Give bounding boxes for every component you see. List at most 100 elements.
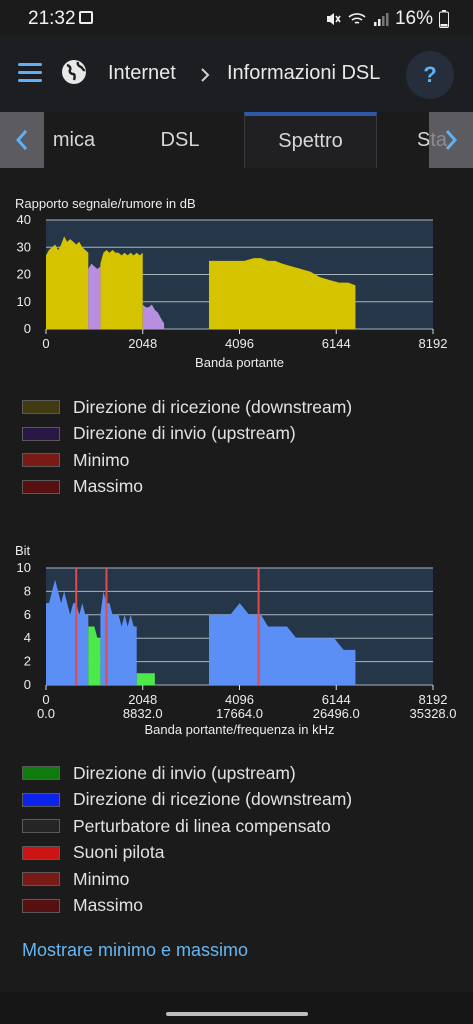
x-tick-label: 2048 bbox=[128, 336, 157, 351]
legend-item: Massimo bbox=[22, 893, 352, 920]
x-tick-label-secondary: 26496.0 bbox=[313, 706, 360, 721]
globe-icon bbox=[62, 60, 86, 84]
legend-swatch bbox=[22, 898, 60, 913]
bits-legend: Direzione di invio (upstream) Direzione … bbox=[22, 760, 352, 919]
series-area-0 bbox=[46, 579, 89, 685]
series-area-0 bbox=[46, 236, 89, 329]
legend-label: Perturbatore di linea compensato bbox=[73, 815, 331, 836]
home-handle[interactable] bbox=[166, 1012, 308, 1016]
y-tick-label: 20 bbox=[17, 267, 31, 282]
y-tick-label: 0 bbox=[24, 677, 31, 692]
legend-label: Direzione di invio (upstream) bbox=[73, 762, 296, 783]
x-tick-label: 6144 bbox=[322, 336, 351, 351]
snr-chart: 0 10 20 30 40 0 2048 4096 6144 8192 Banda portante bbox=[17, 212, 448, 370]
x-tick-label: 8192 bbox=[419, 336, 448, 351]
status-bar: 21:32 16% bbox=[0, 0, 473, 36]
series-area-0 bbox=[100, 591, 137, 685]
legend-swatch bbox=[22, 426, 60, 441]
legend-item: Direzione di ricezione (downstream) bbox=[22, 394, 352, 421]
navigation-bar bbox=[0, 992, 473, 1024]
series-area-1 bbox=[142, 304, 165, 329]
x-tick-label: 4096 bbox=[225, 336, 254, 351]
tab-dsl[interactable]: DSL bbox=[160, 129, 200, 151]
legend-swatch bbox=[22, 819, 60, 834]
legend-label: Suoni pilota bbox=[73, 842, 165, 863]
help-button[interactable]: ? bbox=[406, 51, 454, 99]
bits-chart-title: Bit bbox=[15, 543, 31, 558]
x-axis-label: Banda portante/frequenza in kHz bbox=[144, 722, 334, 737]
legend-item: Perturbatore di linea compensato bbox=[22, 813, 352, 840]
x-tick-label: 0 bbox=[42, 692, 49, 707]
y-tick-label: 6 bbox=[24, 607, 31, 622]
x-tick-label: 0 bbox=[42, 336, 49, 351]
legend-item: Massimo bbox=[22, 474, 352, 501]
legend-swatch bbox=[22, 479, 60, 494]
x-axis-label: Banda portante bbox=[195, 355, 284, 370]
status-time: 21:32 bbox=[28, 8, 76, 29]
battery-percent: 16% bbox=[394, 8, 433, 29]
legend-swatch bbox=[22, 845, 60, 860]
menu-icon[interactable] bbox=[18, 63, 42, 83]
legend-swatch bbox=[22, 766, 60, 781]
legend-swatch bbox=[22, 792, 60, 807]
breadcrumb-internet[interactable]: Internet bbox=[108, 62, 176, 84]
x-tick-label: 2048 bbox=[128, 692, 157, 707]
series-area-1 bbox=[88, 263, 101, 329]
y-tick-label: 0 bbox=[24, 321, 31, 336]
tab-scroll-right-button[interactable] bbox=[429, 112, 473, 168]
series-area-0 bbox=[208, 258, 356, 329]
legend-swatch bbox=[22, 400, 60, 415]
mute-icon bbox=[326, 13, 341, 25]
y-tick-label: 30 bbox=[17, 239, 31, 254]
legend-label: Direzione di ricezione (downstream) bbox=[73, 789, 353, 810]
status-icons: 16% bbox=[325, 8, 449, 30]
x-tick-label-secondary: 8832.0 bbox=[123, 706, 163, 721]
battery-icon bbox=[439, 10, 449, 28]
app-bar: Internet Informazioni DSL ? bbox=[0, 36, 473, 112]
y-tick-label: 10 bbox=[17, 560, 31, 575]
tab-spettro[interactable]: Spettro bbox=[244, 112, 377, 168]
tab-scroll-left-button[interactable] bbox=[0, 112, 44, 168]
legend-label: Direzione di invio (upstream) bbox=[73, 423, 296, 444]
page-title: Informazioni DSL bbox=[227, 62, 381, 84]
series-area-1 bbox=[88, 626, 101, 685]
series-area-0 bbox=[100, 249, 143, 329]
image-notification-icon bbox=[79, 11, 93, 24]
chevron-left-icon bbox=[15, 130, 28, 150]
chevron-right-icon bbox=[445, 130, 458, 150]
legend-item: Minimo bbox=[22, 447, 352, 474]
legend-item: Direzione di invio (upstream) bbox=[22, 421, 352, 448]
legend-label: Massimo bbox=[73, 895, 144, 916]
legend-label: Minimo bbox=[73, 449, 130, 470]
y-tick-label: 8 bbox=[24, 583, 31, 598]
x-tick-label-secondary: 35328.0 bbox=[410, 706, 457, 721]
legend-item: Minimo bbox=[22, 866, 352, 893]
legend-item: Direzione di ricezione (downstream) bbox=[22, 787, 352, 814]
bits-chart: 024681000.020488832.0409617664.061442649… bbox=[17, 560, 457, 737]
y-tick-label: 10 bbox=[17, 294, 31, 309]
series-area-0 bbox=[208, 603, 356, 685]
legend-label: Direzione di ricezione (downstream) bbox=[73, 396, 353, 417]
y-tick-label: 2 bbox=[24, 654, 31, 669]
tab-dinamica[interactable]: mica bbox=[52, 129, 96, 151]
legend-label: Massimo bbox=[73, 476, 144, 497]
signal-icon bbox=[373, 13, 389, 26]
legend-label: Minimo bbox=[73, 868, 130, 889]
legend-swatch bbox=[22, 453, 60, 468]
wifi-icon bbox=[348, 13, 366, 24]
x-tick-label: 4096 bbox=[225, 692, 254, 707]
x-tick-label: 8192 bbox=[419, 692, 448, 707]
legend-swatch bbox=[22, 872, 60, 887]
x-tick-label-secondary: 17664.0 bbox=[216, 706, 263, 721]
tab-bar: mica DSL Spettro Sta bbox=[0, 112, 473, 168]
snr-legend: Direzione di ricezione (downstream) Dire… bbox=[22, 394, 352, 500]
show-min-max-link[interactable]: Mostrare minimo e massimo bbox=[22, 940, 249, 960]
legend-item: Suoni pilota bbox=[22, 840, 352, 867]
snr-chart-title: Rapporto segnale/rumore in dB bbox=[15, 196, 196, 211]
x-tick-label-secondary: 0.0 bbox=[37, 706, 55, 721]
x-tick-label: 6144 bbox=[322, 692, 351, 707]
y-tick-label: 4 bbox=[24, 630, 31, 645]
chevron-right-icon bbox=[201, 68, 210, 82]
legend-item: Direzione di invio (upstream) bbox=[22, 760, 352, 787]
y-tick-label: 40 bbox=[17, 212, 31, 227]
